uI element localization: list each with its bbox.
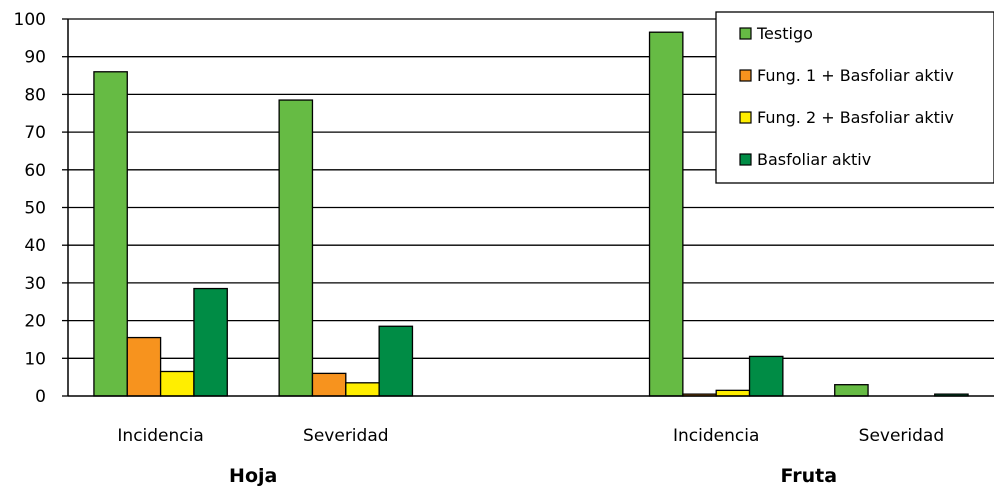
legend-swatch xyxy=(739,111,752,124)
bar xyxy=(378,325,414,397)
bar xyxy=(159,370,195,397)
legend-label: Testigo xyxy=(756,24,813,43)
bar xyxy=(93,71,128,397)
y-tick-label: 10 xyxy=(24,349,46,369)
bar xyxy=(278,99,314,397)
bar xyxy=(834,384,869,397)
x-tick-label: Severidad xyxy=(859,426,944,446)
y-tick-label: 50 xyxy=(24,199,46,219)
y-tick-label: 100 xyxy=(14,10,46,30)
y-tick-label: 20 xyxy=(24,312,46,332)
y-tick-label: 90 xyxy=(24,48,46,68)
x-tick-label: Severidad xyxy=(303,426,388,446)
legend-swatch xyxy=(739,69,752,82)
legend-label: Basfoliar aktiv xyxy=(757,150,871,169)
y-axis-ticks: 0 10 20 30 40 50 60 70 80 90 100 xyxy=(14,10,68,407)
bar xyxy=(126,336,162,397)
x-axis-labels: Incidencia Severidad Incidencia Severidad xyxy=(117,426,944,446)
y-tick-label: 40 xyxy=(24,236,46,256)
y-tick-label: 30 xyxy=(24,274,46,294)
y-tick-label: 0 xyxy=(35,387,46,407)
bar xyxy=(193,287,228,397)
legend-swatch xyxy=(739,27,752,40)
legend: Testigo Fung. 1 + Basfoliar aktiv Fung. 2 … xyxy=(715,11,994,184)
group-labels: Hoja Fruta xyxy=(229,465,837,487)
x-tick-label: Incidencia xyxy=(117,426,203,446)
y-tick-label: 70 xyxy=(24,123,46,143)
group-label: Hoja xyxy=(229,465,277,487)
legend-swatch xyxy=(739,153,752,166)
bar xyxy=(748,355,784,397)
axes xyxy=(67,19,994,397)
bar xyxy=(345,382,380,397)
group-label: Fruta xyxy=(781,465,838,487)
y-tick-label: 80 xyxy=(24,85,46,105)
legend-label: Fung. 2 + Basfoliar aktiv xyxy=(757,108,954,127)
x-tick-label: Incidencia xyxy=(673,426,759,446)
legend-label: Fung. 1 + Basfoliar aktiv xyxy=(757,66,954,85)
bar xyxy=(715,389,751,397)
bar xyxy=(311,372,347,397)
bar xyxy=(648,31,684,397)
bars xyxy=(93,31,969,397)
legend-box xyxy=(715,11,994,184)
y-tick-label: 60 xyxy=(24,161,46,181)
